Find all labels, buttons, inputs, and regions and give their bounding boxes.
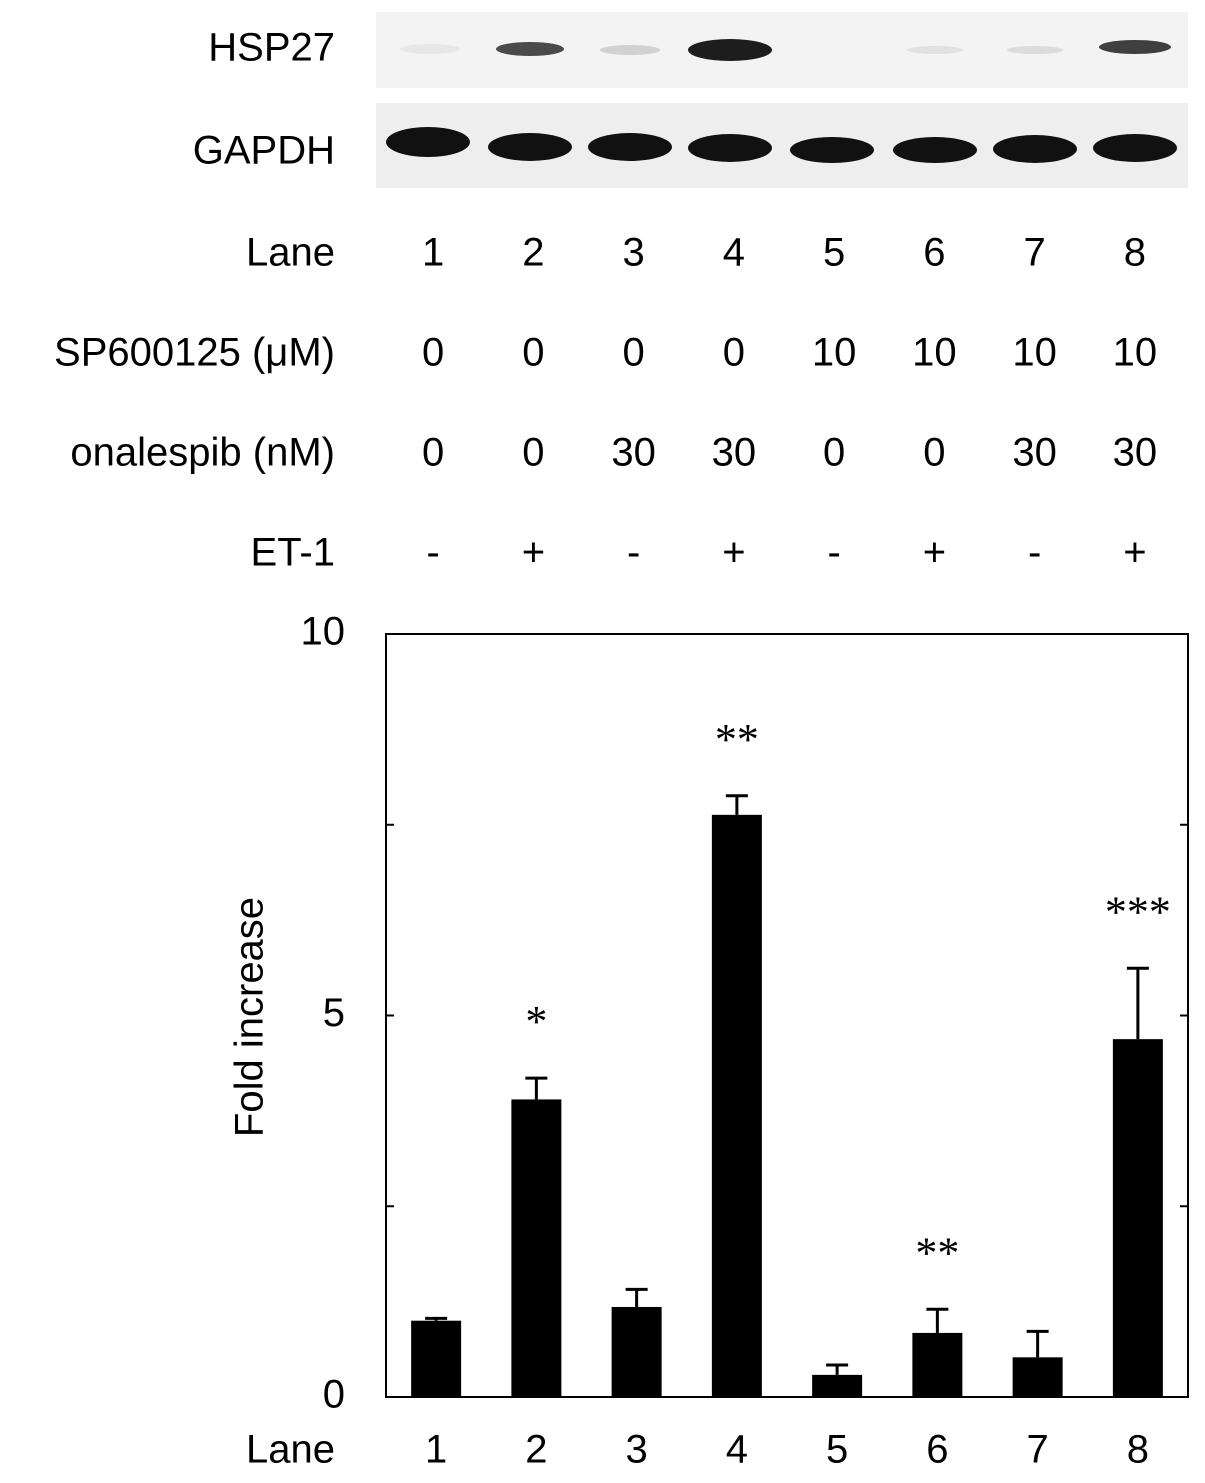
condition-value: + bbox=[722, 531, 745, 575]
condition-value: 0 bbox=[422, 331, 444, 375]
condition-value: 30 bbox=[712, 431, 757, 475]
condition-value: 10 bbox=[912, 331, 957, 375]
lane-label: 1 bbox=[422, 231, 444, 275]
significance: *** bbox=[1105, 887, 1171, 936]
significance: ** bbox=[715, 715, 759, 764]
row-label: SP600125 (μM) bbox=[54, 331, 335, 375]
x-axis-title: Lane bbox=[246, 1428, 335, 1472]
condition-value: - bbox=[627, 531, 640, 575]
condition-value: 0 bbox=[823, 431, 845, 475]
blot: HSP27 GAPDH bbox=[193, 12, 1188, 188]
row-label: onalespib (nM) bbox=[70, 431, 335, 475]
condition-value: - bbox=[827, 531, 840, 575]
condition-value: - bbox=[426, 531, 439, 575]
condition-value: 0 bbox=[723, 331, 745, 375]
condition-value: + bbox=[923, 531, 946, 575]
condition-value: 0 bbox=[623, 331, 645, 375]
bar bbox=[1012, 1357, 1063, 1397]
x-tick-label: 4 bbox=[726, 1428, 748, 1472]
condition-value: 0 bbox=[522, 331, 544, 375]
bar bbox=[812, 1374, 863, 1397]
condition-value: 30 bbox=[1012, 431, 1057, 475]
condition-value: 0 bbox=[923, 431, 945, 475]
y-tick-label: 10 bbox=[301, 610, 346, 654]
lane-label: 2 bbox=[522, 231, 544, 275]
bar bbox=[912, 1332, 963, 1397]
x-tick-label: 8 bbox=[1127, 1428, 1149, 1472]
row-label: Lane bbox=[246, 231, 335, 275]
condition-value: 10 bbox=[812, 331, 857, 375]
band-label: HSP27 bbox=[208, 26, 335, 70]
condition-value: 30 bbox=[1113, 431, 1158, 475]
x-tick-label: 1 bbox=[425, 1428, 447, 1472]
bar bbox=[511, 1099, 562, 1397]
x-tick-label: 7 bbox=[1027, 1428, 1049, 1472]
row-label: ET-1 bbox=[251, 531, 335, 575]
x-tick-label: 6 bbox=[926, 1428, 948, 1472]
band-label: GAPDH bbox=[193, 129, 335, 173]
significance: ** bbox=[915, 1228, 959, 1277]
bar bbox=[711, 814, 762, 1397]
plot-frame bbox=[385, 633, 1189, 1398]
condition-value: + bbox=[522, 531, 545, 575]
lane-label: 5 bbox=[823, 231, 845, 275]
condition-value: 0 bbox=[522, 431, 544, 475]
x-tick-label: 3 bbox=[626, 1428, 648, 1472]
lane-label: 4 bbox=[723, 231, 745, 275]
condition-value: - bbox=[1028, 531, 1041, 575]
y-axis-title: Fold increase bbox=[228, 897, 272, 1137]
condition-value: 10 bbox=[1113, 331, 1158, 375]
x-tick-label: 5 bbox=[826, 1428, 848, 1472]
lane-label: 6 bbox=[923, 231, 945, 275]
bar bbox=[1112, 1039, 1163, 1397]
gapdh-bands bbox=[386, 127, 1177, 163]
hsp27-bands bbox=[400, 39, 1171, 61]
y-tick-label: 5 bbox=[323, 991, 345, 1035]
lane-label: 3 bbox=[623, 231, 645, 275]
condition-value: 0 bbox=[422, 431, 444, 475]
condition-value: 30 bbox=[611, 431, 656, 475]
bar bbox=[611, 1306, 662, 1397]
condition-value: + bbox=[1123, 531, 1146, 575]
lane-label: 8 bbox=[1124, 231, 1146, 275]
lane-label: 7 bbox=[1024, 231, 1046, 275]
significance: * bbox=[525, 997, 547, 1046]
y-tick-label: 0 bbox=[323, 1373, 345, 1417]
bar bbox=[411, 1320, 462, 1397]
x-tick-label: 2 bbox=[525, 1428, 547, 1472]
condition-value: 10 bbox=[1012, 331, 1057, 375]
